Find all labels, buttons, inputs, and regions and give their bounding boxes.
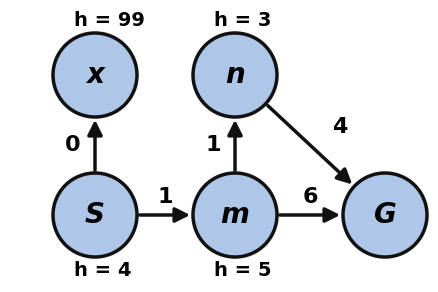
Text: 0: 0 xyxy=(65,135,81,155)
Text: 4: 4 xyxy=(332,117,348,137)
Text: h = 3: h = 3 xyxy=(214,11,272,30)
Circle shape xyxy=(193,173,277,257)
Text: n: n xyxy=(225,61,245,89)
Text: 1: 1 xyxy=(157,187,173,207)
Text: m: m xyxy=(221,201,249,229)
Circle shape xyxy=(53,33,137,117)
Circle shape xyxy=(53,173,137,257)
Circle shape xyxy=(343,173,427,257)
Text: h = 4: h = 4 xyxy=(74,262,131,281)
Circle shape xyxy=(193,33,277,117)
Text: 6: 6 xyxy=(302,187,318,207)
Text: 1: 1 xyxy=(205,135,221,155)
Text: h = 99: h = 99 xyxy=(74,11,145,30)
Text: G: G xyxy=(374,201,396,229)
Text: x: x xyxy=(86,61,104,89)
Text: h = 5: h = 5 xyxy=(214,262,272,281)
Text: S: S xyxy=(85,201,105,229)
